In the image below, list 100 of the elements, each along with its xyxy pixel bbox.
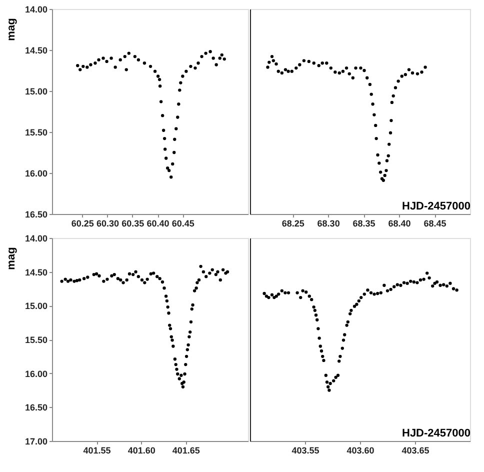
point [176, 116, 180, 119]
point [170, 176, 173, 179]
y-tick-label: 16.50 [24, 210, 48, 220]
point [420, 70, 424, 74]
point [290, 70, 294, 73]
point [286, 70, 290, 73]
x-tick-label: 68.45 [424, 218, 446, 228]
x-tick-label: 68.35 [352, 218, 376, 228]
point [78, 68, 82, 72]
point [86, 66, 89, 69]
point [400, 74, 404, 78]
y-tick-label: 16.50 [24, 402, 48, 413]
point [178, 88, 182, 92]
point [378, 162, 381, 165]
point [334, 70, 337, 74]
point [374, 124, 378, 128]
point [294, 66, 298, 70]
point [372, 113, 376, 116]
point [302, 59, 306, 62]
point [174, 127, 178, 130]
point [173, 138, 176, 141]
point [189, 64, 192, 68]
point [133, 54, 137, 58]
y-tick-label: 14.50 [24, 267, 48, 278]
point [142, 62, 146, 65]
point [272, 59, 275, 62]
point [407, 68, 411, 72]
point [153, 70, 157, 73]
point [274, 62, 278, 66]
y-tick-label: 15.50 [24, 335, 48, 345]
point [158, 84, 162, 88]
point [396, 80, 400, 83]
point [102, 56, 105, 60]
y-tick-label: 16.00 [24, 168, 48, 178]
y-tick-label: 14.00 [24, 4, 48, 14]
point [268, 60, 271, 64]
x-tick-label: 401.65 [172, 446, 200, 456]
point [97, 58, 100, 62]
point [127, 52, 130, 55]
point [329, 66, 332, 70]
y-axis-title: mag [6, 18, 18, 41]
point [105, 60, 108, 64]
point [171, 162, 174, 166]
point [204, 52, 208, 55]
y-tick-label: 15.50 [24, 128, 48, 138]
point [362, 68, 366, 72]
x-tick-label: 401.55 [83, 446, 111, 456]
point [110, 56, 113, 60]
point [388, 131, 392, 134]
point [194, 66, 197, 70]
point [374, 136, 378, 140]
point [392, 94, 395, 98]
point [266, 66, 270, 69]
y-tick-label: 16.00 [24, 368, 48, 379]
y-tick-label: 14.50 [24, 46, 48, 56]
point [348, 72, 351, 76]
point [298, 63, 302, 66]
point [376, 153, 380, 157]
y-tick-label: 15.00 [24, 86, 48, 96]
point [386, 154, 390, 158]
point [163, 148, 167, 151]
point [158, 78, 162, 82]
y-tick-label: 14.00 [24, 234, 48, 244]
point [388, 142, 391, 146]
point [136, 58, 140, 62]
x-tick-label: 403.65 [402, 446, 430, 456]
point [320, 62, 324, 65]
y-tick-label: 15.00 [24, 301, 48, 312]
point [307, 60, 310, 64]
point [338, 71, 341, 75]
point [312, 62, 316, 65]
x-tick-label: 60.45 [172, 218, 194, 228]
x-tick-label: 403.55 [292, 446, 320, 456]
point [270, 54, 274, 58]
point [156, 74, 160, 78]
point [76, 64, 80, 68]
x-axis-title: HJD-2457000 [402, 428, 470, 440]
point [385, 159, 389, 162]
point [200, 54, 204, 58]
point [118, 58, 122, 62]
point [371, 102, 374, 106]
x-axis-title: HJD-2457000 [402, 200, 470, 212]
point [276, 70, 280, 73]
point [280, 71, 284, 75]
point [370, 92, 373, 96]
point [384, 168, 388, 172]
point [366, 76, 369, 80]
x-tick-label: 60.40 [146, 218, 170, 228]
point [162, 128, 166, 132]
point [424, 66, 427, 69]
point [196, 62, 200, 65]
x-tick-label: 401.60 [128, 446, 156, 456]
point [114, 66, 117, 69]
point [218, 56, 222, 60]
point [390, 100, 394, 104]
point [123, 54, 126, 58]
point [351, 76, 354, 80]
point [184, 70, 188, 73]
point [160, 114, 164, 118]
point [394, 86, 398, 90]
